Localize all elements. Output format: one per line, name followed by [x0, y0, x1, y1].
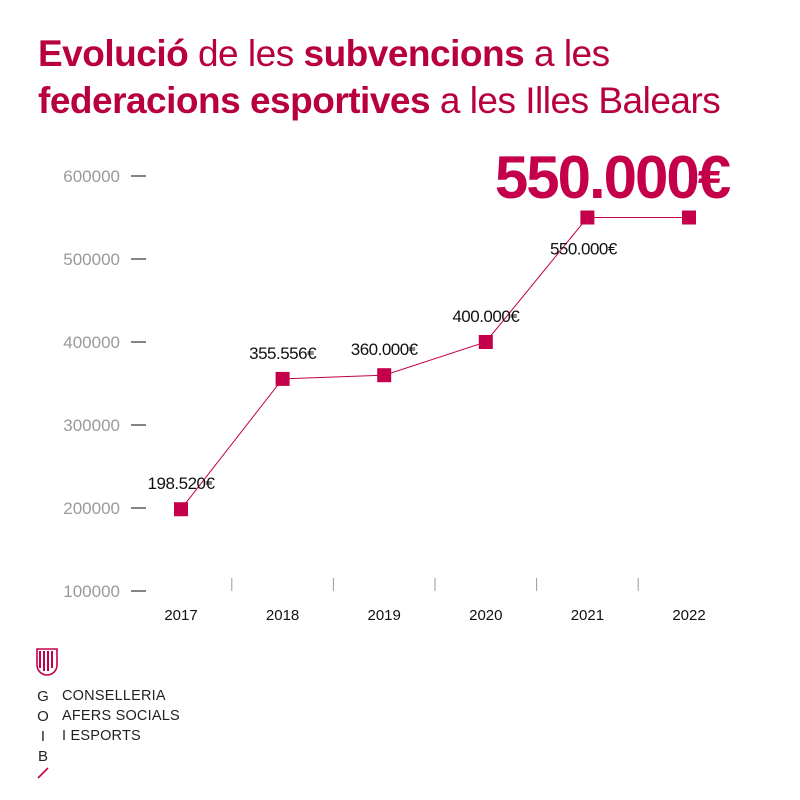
- title-part-evolucio: Evolució: [38, 33, 189, 74]
- logo-letter: I: [40, 728, 46, 745]
- highlight-value: 550.000€: [495, 144, 731, 211]
- data-point: [275, 371, 290, 386]
- department-line: CONSELLERIA: [62, 688, 166, 704]
- y-tick-label: 100000: [63, 582, 120, 601]
- data-point: [377, 368, 392, 383]
- department-line: I ESPORTS: [62, 728, 141, 744]
- x-tick-label: 2022: [672, 607, 705, 624]
- x-tick-label: 2020: [469, 607, 502, 624]
- y-tick-label: 300000: [63, 416, 120, 435]
- series-line: [174, 210, 696, 517]
- x-tick-label: 2018: [266, 607, 299, 624]
- data-point: [682, 210, 696, 225]
- data-label: 400.000€: [452, 307, 520, 326]
- data-label: 360.000€: [351, 340, 419, 359]
- y-axis: 100000 200000 300000 400000 500000 600000: [63, 167, 146, 601]
- title-part-a-les: a les: [524, 33, 610, 74]
- data-point: [174, 502, 188, 517]
- title-part-illes-balears: a les Illes Balears: [430, 80, 721, 121]
- y-tick-label: 600000: [63, 167, 120, 186]
- goib-shield-icon: [36, 648, 58, 676]
- y-tick-label: 400000: [63, 333, 120, 352]
- x-tick-label: 2021: [571, 607, 604, 624]
- logo-slash-icon: [37, 767, 49, 779]
- data-point: [580, 210, 595, 225]
- y-tick-label: 500000: [63, 250, 120, 269]
- logo-letter: B: [37, 748, 48, 765]
- department-line: AFERS SOCIALS: [62, 708, 180, 724]
- data-labels: 198.520€ 355.556€ 360.000€ 400.000€ 550.000€: [148, 240, 619, 494]
- series-path: [180, 217, 689, 510]
- data-label: 550.000€: [550, 240, 618, 259]
- data-label: 198.520€: [148, 474, 216, 493]
- data-label: 355.556€: [249, 344, 317, 363]
- x-tick-label: 2017: [164, 607, 197, 624]
- title-part-de-les: de les: [188, 33, 304, 74]
- x-tick-label: 2019: [368, 607, 401, 624]
- chart-title: Evolució de les subvencions a les federa…: [38, 30, 721, 124]
- title-part-federacions: federacions esportives: [38, 80, 431, 121]
- data-point: [478, 335, 493, 349]
- logo-letter: O: [37, 708, 49, 725]
- title-part-subvencions: subvencions: [303, 33, 525, 74]
- y-tick-label: 200000: [63, 499, 120, 518]
- x-axis: 2017 2018 2019 2020 2021 2022: [164, 578, 706, 624]
- line-chart: 100000 200000 300000 400000 500000 600000 201…: [63, 144, 732, 624]
- logo-letter: G: [37, 688, 49, 705]
